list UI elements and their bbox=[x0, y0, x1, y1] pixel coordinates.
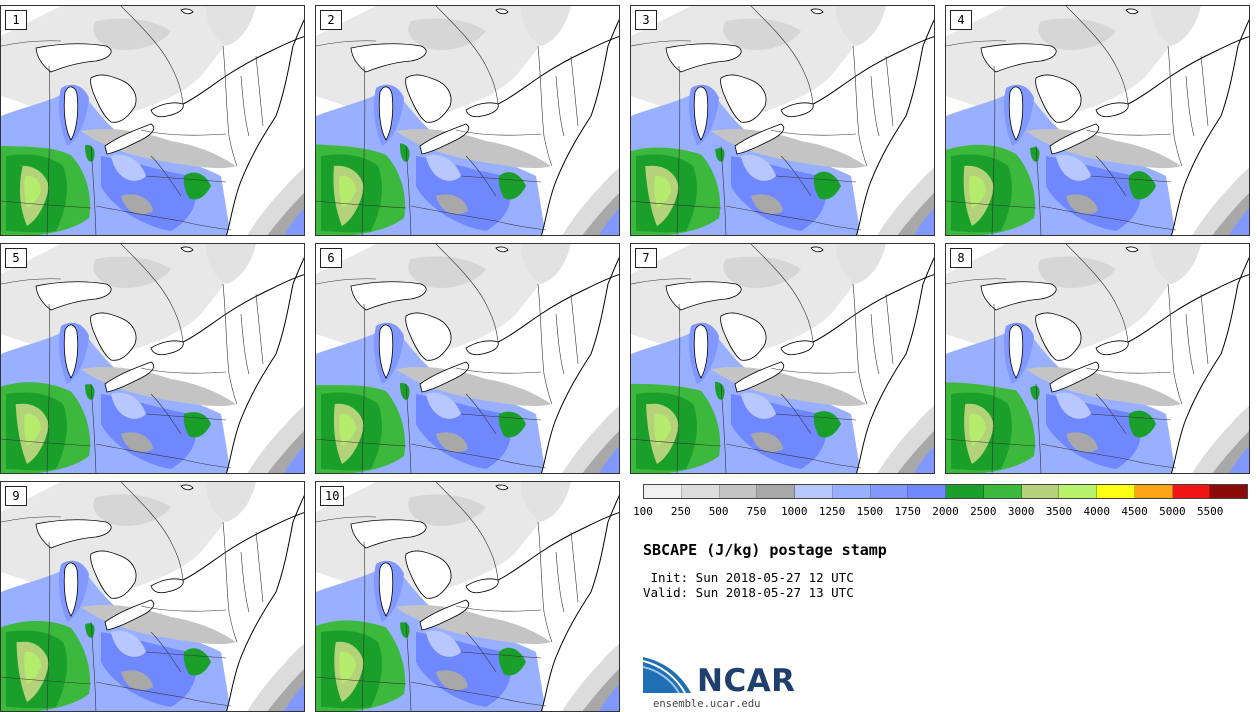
colorbar-segment bbox=[1134, 485, 1173, 498]
member-number: 2 bbox=[320, 10, 342, 30]
cape-map bbox=[946, 6, 1249, 235]
member-number: 4 bbox=[950, 10, 972, 30]
colorbar-tick-label: 4000 bbox=[1083, 505, 1111, 518]
colorbar-segment bbox=[832, 485, 871, 498]
member-number: 10 bbox=[320, 486, 345, 506]
colorbar-segment bbox=[908, 485, 946, 498]
cape-map bbox=[316, 244, 619, 473]
colorbar-tick-label: 2000 bbox=[932, 505, 959, 518]
colorbar-segment bbox=[1172, 485, 1211, 498]
colorbar-tick-label: 3000 bbox=[1007, 505, 1035, 518]
website-url: ensemble.ucar.edu bbox=[653, 698, 761, 710]
colorbar-tick-label: 3500 bbox=[1045, 505, 1073, 518]
colorbar-segment bbox=[719, 485, 758, 498]
colorbar-segment bbox=[983, 485, 1022, 498]
panel-1: 1 bbox=[0, 5, 305, 236]
colorbar-ticks: 100 250 500 750 1000 1250 1500 1750 2000 2500 3000… bbox=[633, 505, 1248, 521]
panel-2: 2 bbox=[315, 5, 620, 236]
colorbar-segment bbox=[644, 485, 682, 498]
panel-6: 6 bbox=[315, 243, 620, 474]
panel-4: 4 bbox=[945, 5, 1250, 236]
panel-10: 10 bbox=[315, 481, 620, 712]
panel-9: 9 bbox=[0, 481, 305, 712]
colorbar-segment bbox=[1021, 485, 1060, 498]
colorbar-segment bbox=[1059, 485, 1097, 498]
colorbar-segment bbox=[1097, 485, 1135, 498]
colorbar bbox=[643, 484, 1248, 499]
ncar-logo-icon bbox=[643, 657, 691, 694]
cape-map bbox=[1, 6, 304, 235]
colorbar-tick-label: 500 bbox=[708, 505, 729, 518]
cape-map bbox=[316, 482, 619, 711]
colorbar-segment bbox=[757, 485, 795, 498]
init-time: Init: Sun 2018-05-27 12 UTC bbox=[643, 570, 854, 585]
colorbar-tick-label: 4500 bbox=[1121, 505, 1148, 518]
plot-title: SBCAPE (J/kg) postage stamp bbox=[643, 541, 887, 559]
colorbar-tick-label: 1500 bbox=[856, 505, 884, 518]
colorbar-segment bbox=[795, 485, 833, 498]
colorbar-tick-label: 1000 bbox=[781, 505, 808, 518]
member-number: 8 bbox=[950, 248, 972, 268]
member-number: 9 bbox=[5, 486, 27, 506]
colorbar-segment bbox=[681, 485, 720, 498]
cape-map bbox=[946, 244, 1249, 473]
colorbar-segment bbox=[870, 485, 909, 498]
colorbar-tick-label: 2500 bbox=[970, 505, 997, 518]
colorbar-segment bbox=[1210, 485, 1247, 498]
colorbar-tick-label: 750 bbox=[746, 505, 767, 518]
colorbar-tick-label: 5000 bbox=[1159, 505, 1186, 518]
panel-3: 3 bbox=[630, 5, 935, 236]
cape-map bbox=[1, 482, 304, 711]
colorbar-tick-label: 5500 bbox=[1196, 505, 1224, 518]
panel-5: 5 bbox=[0, 243, 305, 474]
colorbar-segment bbox=[946, 485, 984, 498]
colorbar-tick-label: 1250 bbox=[818, 505, 846, 518]
colorbar-tick-label: 1750 bbox=[894, 505, 921, 518]
valid-time: Valid: Sun 2018-05-27 13 UTC bbox=[643, 585, 854, 600]
panel-7: 7 bbox=[630, 243, 935, 474]
member-number: 7 bbox=[635, 248, 657, 268]
ncar-logo-text: NCAR bbox=[697, 663, 796, 699]
cape-map bbox=[631, 244, 934, 473]
member-number: 3 bbox=[635, 10, 657, 30]
member-number: 6 bbox=[320, 248, 342, 268]
colorbar-tick-label: 250 bbox=[670, 505, 691, 518]
member-number: 1 bbox=[5, 10, 27, 30]
cape-map bbox=[316, 6, 619, 235]
panel-8: 8 bbox=[945, 243, 1250, 474]
cape-map bbox=[1, 244, 304, 473]
colorbar-tick-label: 100 bbox=[633, 505, 653, 518]
member-number: 5 bbox=[5, 248, 27, 268]
cape-map bbox=[631, 6, 934, 235]
